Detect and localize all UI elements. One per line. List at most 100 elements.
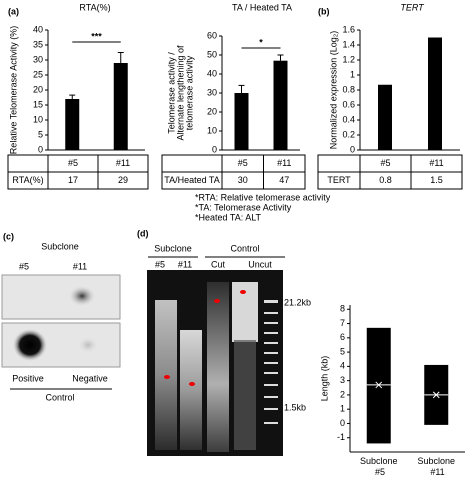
y-axis-label: telomerase activity [184,55,194,130]
table-row-label: TA/Heated TA [164,175,220,185]
lane-label: Cut [211,259,226,269]
y-tick-label: 0 [38,144,43,154]
y-tick-label: 15 [33,99,43,109]
group-label: Control [230,243,259,253]
chart-title: TERT [400,2,425,12]
gel-lane [155,300,177,450]
y-axis-label: Relative Telomerase Activity (%) [8,26,18,154]
y-axis-label: Normalized expression (Log₂) [328,31,338,150]
y-tick-label: 6 [340,332,345,342]
y-tick-label: 20 [207,106,217,116]
table-cell: 0.8 [379,175,392,185]
y-tick-label: 35 [33,39,43,49]
footnote: *RTA: Relative telomerase activity [195,192,331,202]
y-tick-label: 60 [207,30,217,40]
lane-label: #5 [19,261,29,271]
y-tick-label: 30 [33,54,43,64]
table-cell: 47 [279,175,289,185]
significance: * [259,37,263,47]
x-tick-label: Subclone #11 [417,456,455,477]
mean-marker [375,381,383,389]
lane-label: Uncut [248,259,272,269]
bar [273,60,288,151]
x-tick-label: #5 [380,158,390,168]
range-bar [366,327,391,444]
table-cell: 17 [68,175,78,185]
x-tick-label: #5 [68,158,78,168]
footnote: *Heated TA: ALT [195,212,262,222]
table-row-label: TERT [327,175,351,185]
y-axis-label: Length (kb) [319,356,329,402]
table-cell: 30 [238,175,248,185]
y-tick-label: 10 [33,114,43,124]
bar [378,84,392,150]
group-label: Control [45,392,74,402]
blot-spot [78,337,98,353]
gel-lane [234,340,256,450]
y-axis-label: Telomerase activity / [166,52,176,134]
y-tick-label: 50 [207,49,217,59]
y-tick-label: 1 [340,404,345,414]
bar [234,93,249,150]
x-tick-label: #5 [238,158,248,168]
y-tick-label: 5 [340,346,345,356]
blot-spot [13,329,47,361]
gel-marker [164,290,246,386]
mean-marker [432,391,440,399]
group-label: Subclone [154,243,192,253]
y-tick-label: 5 [38,129,43,139]
blot-spot [69,286,95,306]
bar [65,99,80,150]
lane-label: Positive [12,373,44,383]
gel-lane [180,330,202,450]
x-tick-label: #11 [116,158,130,168]
x-tick-label: #11 [277,158,291,168]
y-tick-label: 40 [33,24,43,34]
y-tick-label: 7 [340,318,345,328]
y-tick-label: -1 [337,432,345,442]
size-marker: 1.5kb [284,402,306,412]
y-tick-label: 0 [350,144,355,154]
x-tick-label: Subclone #5 [360,456,398,477]
y-tick-label: 40 [207,68,217,78]
y-tick-label: 0.2 [342,129,355,139]
y-tick-label: 25 [33,69,43,79]
y-tick-label: 0 [212,144,217,154]
panel-label: (a) [8,6,19,16]
table-cell: 1.5 [430,175,443,185]
y-tick-label: 1.6 [342,24,355,34]
chart-title: TA / Heated TA [232,2,292,12]
size-marker: 21.2kb [284,297,311,307]
table-cell: 29 [118,175,128,185]
bar [113,63,128,150]
y-tick-label: 0.8 [342,84,355,94]
y-tick-label: 10 [207,125,217,135]
y-tick-label: 1 [350,69,355,79]
y-tick-label: 4 [340,361,345,371]
panel-label: (c) [3,231,14,241]
panel-label: (b) [318,6,330,16]
y-tick-label: 0.6 [342,99,355,109]
y-tick-label: 30 [207,87,217,97]
x-tick-label: #11 [429,158,443,168]
chart-title: RTA(%) [79,2,110,12]
y-tick-label: 0 [340,418,345,428]
y-axis-label: Alternate lengthening of [175,45,185,141]
table-row-label: RTA(%) [12,175,43,185]
ladder [264,300,278,424]
y-tick-label: 1.4 [342,39,355,49]
y-tick-label: 8 [340,304,345,314]
y-tick-label: 20 [33,84,43,94]
y-tick-label: 1.2 [342,54,355,64]
lane-label: Negative [72,373,108,383]
panel-label: (d) [137,228,149,238]
y-tick-label: 0.4 [342,114,355,124]
gel-lane [207,282,229,452]
bar [428,37,442,150]
significance: *** [91,31,102,41]
lane-label: #11 [73,261,87,271]
lane-label: #11 [178,259,192,269]
lane-label: #5 [155,259,165,269]
y-tick-label: 2 [340,389,345,399]
